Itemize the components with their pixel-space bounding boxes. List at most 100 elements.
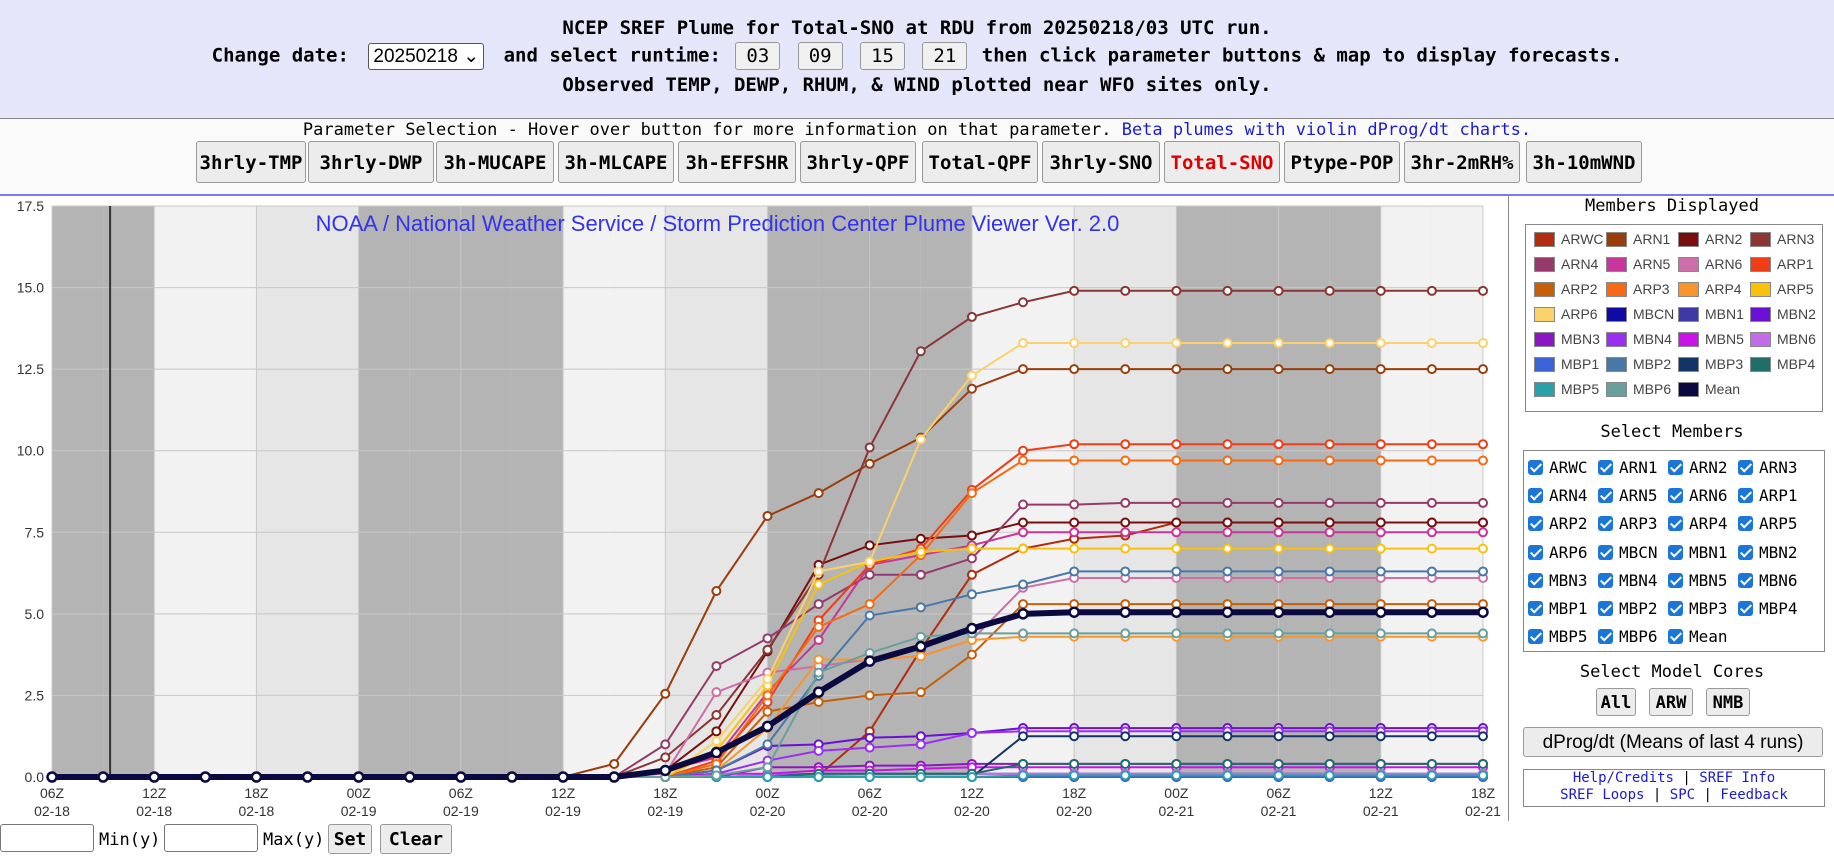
help-credits-link[interactable]: Help/Credits	[1572, 770, 1674, 786]
data-point-mbn4	[864, 742, 875, 753]
checkbox-checked-icon[interactable]	[1528, 544, 1543, 560]
param-button-3hrly-dwp[interactable]: 3hrly-DWP	[308, 141, 434, 183]
runtime-button-15[interactable]: 15	[860, 42, 905, 70]
param-button-3h-mucape[interactable]: 3h-MUCAPE	[436, 141, 554, 183]
param-button-3hrly-tmp[interactable]: 3hrly-TMP	[196, 141, 306, 183]
legend-label: MBN6	[1777, 331, 1816, 347]
legend-label: ARP6	[1561, 306, 1598, 322]
checkbox-checked-icon[interactable]	[1528, 601, 1543, 616]
data-point-mbp5	[1375, 770, 1386, 781]
min-y-input[interactable]	[0, 824, 94, 852]
checkbox-checked-icon[interactable]	[1738, 544, 1753, 560]
data-point-arp3	[1324, 455, 1335, 466]
data-point-mbp2	[1426, 566, 1437, 577]
checkbox-checked-icon[interactable]	[1598, 572, 1613, 588]
param-button-total-sno[interactable]: Total-SNO	[1164, 141, 1280, 183]
x-tick-date-label: 02-21	[1465, 803, 1501, 819]
legend-label: ARN3	[1777, 231, 1815, 247]
data-point-mean	[761, 720, 774, 733]
checkbox-label: ARN2	[1689, 458, 1728, 477]
param-button-3h-effshr[interactable]: 3h-EFFSHR	[678, 141, 796, 183]
checkbox-checked-icon[interactable]	[1528, 460, 1543, 475]
data-point-arp5	[1375, 543, 1386, 554]
checkbox-checked-icon[interactable]	[1598, 460, 1613, 475]
time-band	[1431, 206, 1483, 777]
data-point-arn3	[762, 644, 773, 655]
core-nmb-button[interactable]: NMB	[1706, 688, 1750, 716]
data-point-mean	[1017, 608, 1029, 620]
data-point-arp6	[966, 370, 977, 381]
x-tick-label: 00Z	[1164, 785, 1189, 801]
checkbox-checked-icon[interactable]	[1738, 460, 1753, 475]
data-point-mean	[557, 771, 569, 783]
data-point-arn5	[1426, 527, 1437, 538]
checkbox-checked-icon[interactable]	[1528, 629, 1543, 645]
data-point-arp6	[762, 674, 773, 685]
checkbox-checked-icon[interactable]	[1668, 460, 1683, 475]
runtime-button-09[interactable]: 09	[797, 42, 843, 70]
checkbox-checked-icon[interactable]	[1598, 629, 1613, 645]
checkbox-checked-icon[interactable]	[1738, 516, 1753, 532]
sref-info-link[interactable]: SREF Info	[1699, 770, 1776, 786]
core-arw-button[interactable]: ARW	[1649, 688, 1693, 716]
spc-link[interactable]: SPC	[1669, 787, 1696, 803]
checkbox-checked-icon[interactable]	[1668, 572, 1683, 588]
param-button-total-qpf[interactable]: Total-QPF	[922, 141, 1038, 183]
checkbox-checked-icon[interactable]	[1598, 516, 1613, 532]
data-point-arp1	[1273, 439, 1284, 450]
feedback-link[interactable]: Feedback	[1720, 787, 1788, 803]
param-button-3hrly-sno[interactable]: 3hrly-SNO	[1042, 141, 1160, 183]
clear-button[interactable]: Clear	[380, 824, 452, 854]
select-runtime-label: and select runtime:	[503, 44, 721, 67]
time-band	[971, 206, 1024, 777]
checkbox-checked-icon[interactable]	[1668, 516, 1683, 532]
checkbox-checked-icon[interactable]	[1668, 601, 1683, 616]
checkbox-checked-icon[interactable]	[1738, 488, 1753, 504]
data-point-arn1	[813, 488, 824, 499]
param-button-3h-mlcape[interactable]: 3h-MLCAPE	[558, 141, 674, 183]
core-all-button[interactable]: All	[1596, 688, 1636, 716]
param-button-3hrly-qpf[interactable]: 3hrly-QPF	[800, 141, 916, 183]
date-value: 20250218	[373, 45, 458, 67]
runtime-button-03[interactable]: 03	[735, 42, 781, 70]
y-tick-label: 7.5	[25, 524, 45, 540]
data-point-arn4	[1375, 497, 1386, 508]
param-button-3h-10mwnd[interactable]: 3h-10mWND	[1526, 141, 1642, 183]
param-button-3hr-2mrh[interactable]: 3hr-2mRH%	[1404, 141, 1520, 183]
runtime-button-21[interactable]: 21	[922, 42, 968, 70]
param-button-ptype-pop[interactable]: Ptype-POP	[1284, 141, 1400, 183]
data-point-mbn4	[966, 727, 977, 738]
max-y-input[interactable]	[164, 824, 258, 852]
data-point-arn5	[1069, 527, 1080, 538]
data-point-arp5	[1222, 543, 1233, 554]
checkbox-checked-icon[interactable]	[1668, 544, 1683, 560]
data-point-arn4	[1171, 497, 1182, 508]
checkbox-checked-icon[interactable]	[1528, 572, 1543, 588]
checkbox-checked-icon[interactable]	[1738, 601, 1753, 616]
data-point-arn5	[813, 634, 824, 645]
data-point-mbp3	[1171, 731, 1182, 742]
legend-label: MBP2	[1633, 356, 1672, 372]
set-button[interactable]: Set	[328, 824, 372, 854]
checkbox-label: ARN5	[1619, 486, 1658, 506]
checkbox-checked-icon[interactable]	[1528, 488, 1543, 504]
checkbox-checked-icon[interactable]	[1598, 601, 1613, 616]
checkbox-checked-icon[interactable]	[1528, 516, 1543, 532]
data-point-arn3	[1273, 285, 1284, 296]
checkbox-checked-icon[interactable]	[1738, 572, 1753, 588]
date-select[interactable]: 20250218 ⌄	[368, 42, 485, 70]
legend-swatch	[1534, 357, 1555, 372]
data-point-mbp2	[1120, 566, 1131, 577]
dprog-dt-button[interactable]: dProg/dt (Means of last 4 runs)	[1523, 727, 1823, 757]
checkbox-checked-icon[interactable]	[1668, 629, 1683, 645]
instruction-text: then click parameter buttons & map to di…	[981, 44, 1623, 67]
data-point-arn4	[864, 569, 875, 580]
checkbox-checked-icon[interactable]	[1598, 544, 1613, 560]
checkbox-checked-icon[interactable]	[1598, 488, 1613, 504]
sref-loops-link[interactable]: SREF Loops	[1560, 787, 1645, 803]
checkbox-checked-icon[interactable]	[1668, 488, 1683, 504]
data-point-arp4	[915, 651, 926, 662]
data-point-mbp2	[1324, 566, 1335, 577]
beta-plumes-link[interactable]: Beta plumes with violin dProg/dt charts.	[1121, 120, 1532, 140]
legend-swatch	[1750, 357, 1771, 372]
